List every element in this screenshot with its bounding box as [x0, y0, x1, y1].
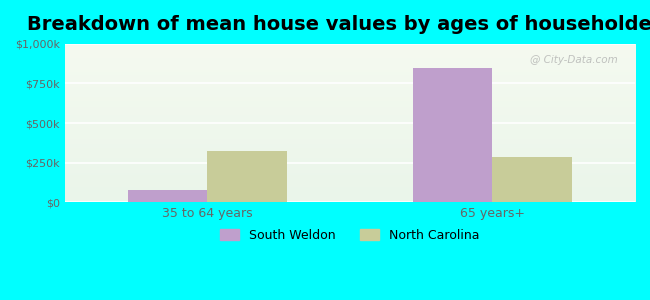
- Bar: [493, 157, 572, 202]
- Bar: [207, 151, 287, 202]
- Text: @ City-Data.com: @ City-Data.com: [530, 55, 618, 65]
- Title: Breakdown of mean house values by ages of householders: Breakdown of mean house values by ages o…: [27, 15, 650, 34]
- Bar: [127, 190, 207, 202]
- Bar: [413, 68, 493, 202]
- Legend: South Weldon, North Carolina: South Weldon, North Carolina: [215, 224, 485, 247]
